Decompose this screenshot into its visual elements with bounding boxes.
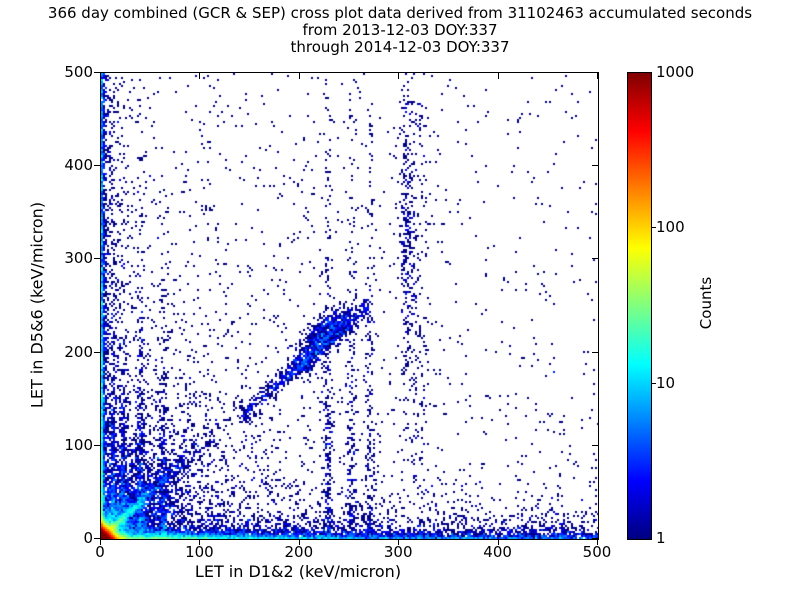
y-tick-right	[592, 538, 598, 539]
x-tick-label: 100	[185, 543, 214, 561]
scatter-density-canvas	[101, 73, 598, 539]
y-tick	[94, 72, 100, 73]
x-tick-top	[597, 73, 598, 79]
y-tick-right	[592, 351, 598, 353]
chart-title-line3: through 2014-12-03 DOY:337	[290, 38, 510, 56]
x-tick	[199, 539, 201, 545]
x-tick-label: 200	[284, 543, 314, 561]
x-tick	[497, 539, 499, 545]
x-tick	[398, 539, 400, 545]
x-tick-label: 500	[582, 543, 612, 561]
y-tick-label: 300	[64, 249, 93, 268]
y-tick-label: 500	[64, 63, 93, 81]
y-tick-right	[592, 444, 598, 446]
y-tick-label: 200	[64, 342, 93, 361]
y-tick-label: 0	[83, 529, 93, 547]
y-tick-right	[592, 258, 598, 260]
x-tick-top	[199, 73, 201, 79]
colorbar-tick-label: 1000	[656, 63, 695, 81]
colorbar-tick	[651, 382, 656, 384]
colorbar-tick-label: 100	[656, 218, 685, 237]
y-tick	[94, 538, 100, 539]
x-tick-top	[497, 73, 499, 79]
y-tick	[94, 444, 100, 446]
x-tick	[597, 539, 598, 545]
y-tick-right	[592, 72, 598, 73]
x-tick-top	[298, 73, 300, 79]
y-tick	[94, 165, 100, 167]
colorbar-label: Counts	[697, 276, 715, 330]
x-tick-top	[398, 73, 400, 79]
x-tick-label: 0	[95, 543, 105, 561]
y-axis-label: LET in D5&6 (keV/micron)	[27, 201, 47, 409]
colorbar-tick	[651, 227, 656, 229]
y-tick-label: 400	[64, 156, 93, 175]
plot-area	[100, 72, 599, 540]
y-tick-label: 100	[64, 435, 93, 454]
x-tick	[100, 539, 101, 545]
y-tick-right	[592, 165, 598, 167]
colorbar-tick-label: 10	[656, 373, 676, 392]
chart-title-line2: from 2013-12-03 DOY:337	[302, 21, 498, 39]
x-axis-label: LET in D1&2 (keV/micron)	[194, 562, 402, 581]
colorbar	[627, 72, 652, 540]
y-tick	[94, 351, 100, 353]
x-tick-label: 300	[383, 543, 413, 561]
x-tick	[298, 539, 300, 545]
y-tick	[94, 258, 100, 260]
x-tick-top	[100, 73, 101, 79]
colorbar-tick-label: 1	[656, 529, 666, 547]
chart-title-line1: 366 day combined (GCR & SEP) cross plot …	[47, 4, 753, 22]
x-tick-label: 400	[483, 543, 512, 561]
